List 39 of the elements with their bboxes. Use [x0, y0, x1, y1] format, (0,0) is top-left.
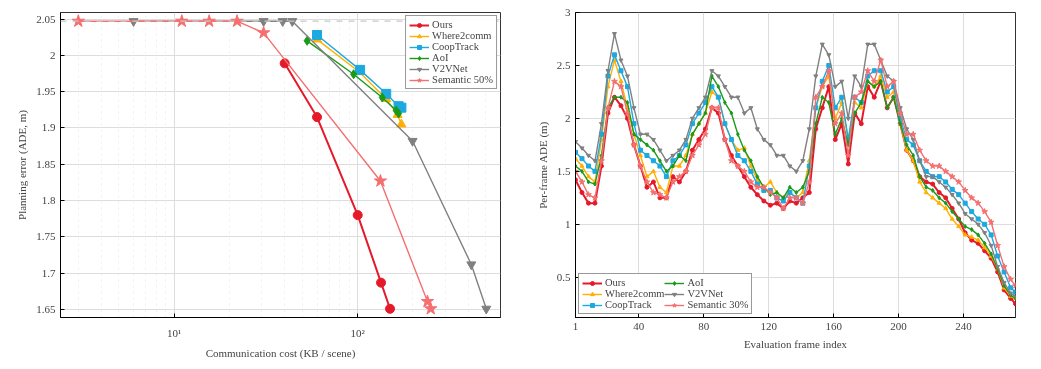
y-tick-label: 1.9: [41, 121, 56, 134]
y-tick-label: 1.85: [36, 157, 56, 170]
x-tick-label: 40: [633, 319, 645, 332]
legend-label: V2VNet: [432, 63, 468, 74]
x-tick-label: 10²: [350, 326, 366, 339]
y-tick-label: 0.5: [556, 270, 571, 283]
x-tick-label: 10¹: [167, 326, 182, 339]
y-tick-label: 3: [565, 6, 571, 18]
legend-label: V2VNet: [687, 288, 724, 299]
y-axis-title: Planning error (ADE, m): [16, 109, 30, 220]
x-tick-label: 80: [698, 319, 710, 332]
legend-label: Semantic 30%: [687, 299, 749, 310]
x-tick-label: 200: [890, 319, 908, 332]
y-tick-label: 2: [565, 111, 571, 124]
y-tick-label: 1.7: [41, 266, 56, 279]
legend-label: Where2comm: [605, 288, 665, 299]
y-tick-label: 1: [565, 217, 571, 230]
y-tick-label: 1.5: [556, 164, 571, 177]
y-tick-label: 1.65: [36, 303, 56, 316]
legend-label: AoI: [432, 52, 450, 63]
legend-label: Ours: [432, 19, 453, 30]
legend-label: CoopTrack: [605, 299, 652, 310]
x-tick-label: 160: [825, 319, 843, 332]
legend-label: AoI: [687, 277, 705, 288]
x-tick-label: 240: [955, 319, 973, 332]
x-axis-title: Communication cost (KB / scene): [205, 346, 356, 360]
legend-label: Where2comm: [432, 30, 492, 41]
legend-label: Semantic 50%: [432, 74, 493, 85]
x-tick-label: 120: [760, 319, 778, 332]
y-tick-label: 2: [50, 48, 56, 61]
y-tick-label: 1.95: [36, 85, 56, 98]
legend-label: CoopTrack: [432, 41, 479, 52]
y-axis-title: Per-frame ADE (m): [536, 121, 550, 209]
legend-label: Ours: [605, 277, 626, 288]
x-axis-title: Evaluation frame index: [743, 337, 848, 350]
y-tick-label: 1.8: [41, 194, 56, 207]
y-tick-label: 1.75: [36, 230, 56, 243]
y-tick-label: 2.5: [556, 58, 571, 71]
y-tick-label: 2.05: [36, 12, 56, 25]
